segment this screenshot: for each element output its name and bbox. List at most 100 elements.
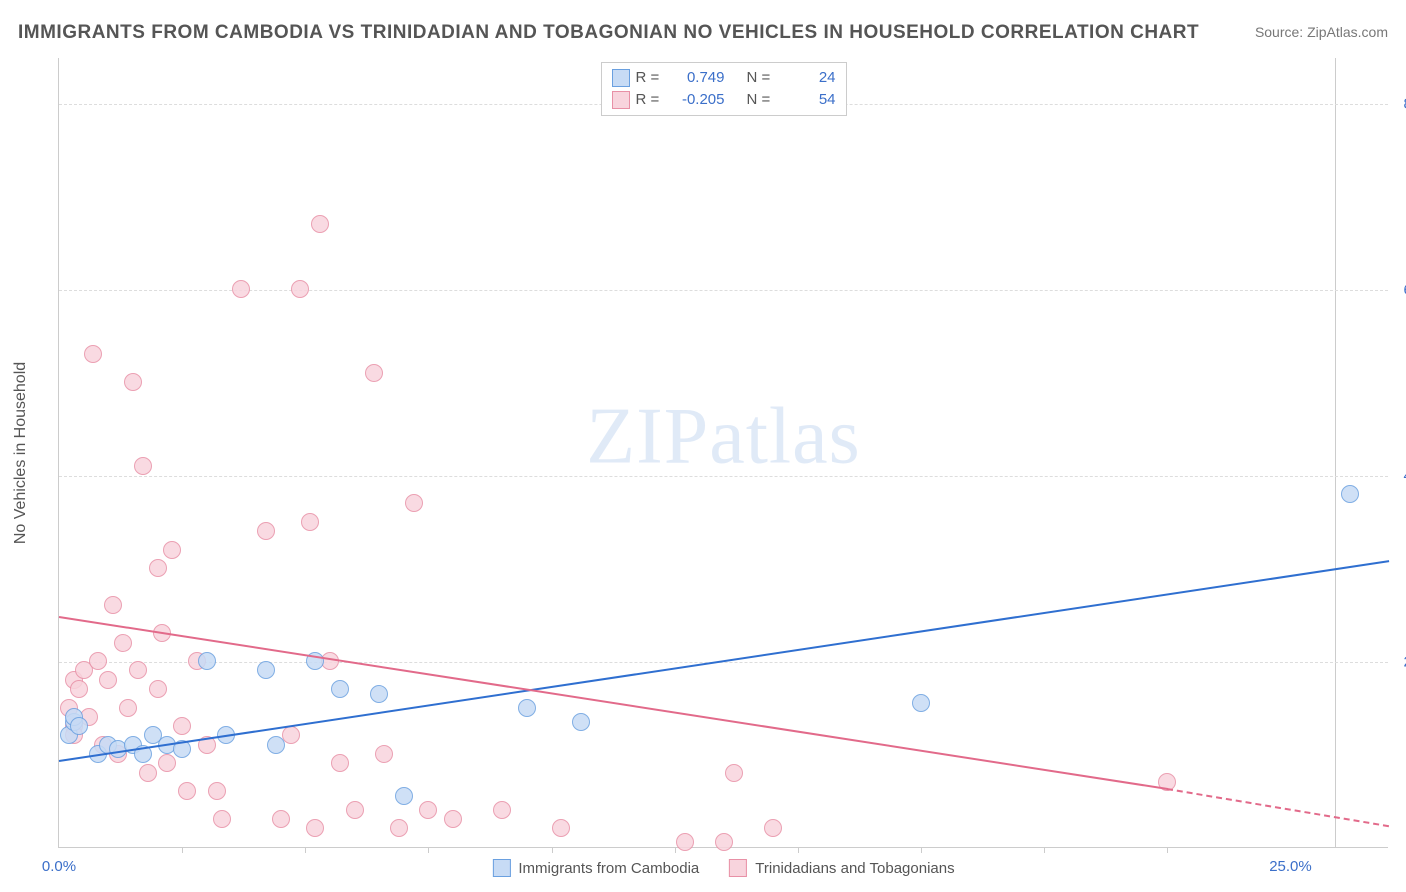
- ytick-label: 40.0%: [1396, 468, 1406, 485]
- data-point: [178, 782, 196, 800]
- legend-item-blue: Immigrants from Cambodia: [492, 859, 699, 877]
- n-label: N =: [747, 89, 775, 111]
- xtick-mark: [1044, 847, 1045, 853]
- ytick-label: 80.0%: [1396, 96, 1406, 113]
- data-point: [99, 671, 117, 689]
- legend-label-pink: Trinidadians and Tobagonians: [755, 860, 954, 877]
- data-point: [134, 457, 152, 475]
- xtick-mark: [675, 847, 676, 853]
- swatch-pink: [612, 91, 630, 109]
- data-point: [725, 764, 743, 782]
- swatch-blue-2: [492, 859, 510, 877]
- gridline: [59, 662, 1388, 663]
- data-point: [129, 661, 147, 679]
- data-point: [257, 522, 275, 540]
- data-point: [370, 685, 388, 703]
- data-point: [149, 559, 167, 577]
- xtick-mark: [428, 847, 429, 853]
- data-point: [89, 652, 107, 670]
- data-point: [257, 661, 275, 679]
- legend-label-blue: Immigrants from Cambodia: [518, 860, 699, 877]
- data-point: [267, 736, 285, 754]
- right-axis: [1335, 58, 1336, 847]
- data-point: [390, 819, 408, 837]
- legend-series: Immigrants from Cambodia Trinidadians an…: [492, 859, 954, 877]
- watermark-atlas: atlas: [709, 392, 861, 480]
- data-point: [158, 754, 176, 772]
- data-point: [232, 280, 250, 298]
- data-point: [365, 364, 383, 382]
- data-point: [291, 280, 309, 298]
- data-point: [173, 717, 191, 735]
- xtick-label-max: 25.0%: [1269, 858, 1312, 875]
- xtick-mark: [798, 847, 799, 853]
- data-point: [552, 819, 570, 837]
- data-point: [419, 801, 437, 819]
- data-point: [213, 810, 231, 828]
- watermark-zip: ZIP: [586, 392, 709, 480]
- data-point: [311, 215, 329, 233]
- swatch-blue: [612, 69, 630, 87]
- trend-line: [1167, 788, 1389, 827]
- data-point: [395, 787, 413, 805]
- legend-item-pink: Trinidadians and Tobagonians: [729, 859, 954, 877]
- data-point: [149, 680, 167, 698]
- data-point: [208, 782, 226, 800]
- data-point: [331, 680, 349, 698]
- data-point: [306, 819, 324, 837]
- ytick-label: 60.0%: [1396, 282, 1406, 299]
- swatch-pink-2: [729, 859, 747, 877]
- data-point: [163, 541, 181, 559]
- n-label: N =: [747, 67, 775, 89]
- data-point: [405, 494, 423, 512]
- data-point: [375, 745, 393, 763]
- n-value-pink: 54: [781, 89, 836, 111]
- xtick-label-min: 0.0%: [42, 858, 76, 875]
- data-point: [676, 833, 694, 851]
- data-point: [912, 694, 930, 712]
- data-point: [518, 699, 536, 717]
- r-value-blue: 0.749: [670, 67, 725, 89]
- source-label: Source: ZipAtlas.com: [1255, 24, 1388, 40]
- data-point: [198, 652, 216, 670]
- gridline: [59, 290, 1388, 291]
- data-point: [104, 596, 122, 614]
- ytick-label: 20.0%: [1396, 654, 1406, 671]
- data-point: [70, 680, 88, 698]
- data-point: [114, 634, 132, 652]
- data-point: [764, 819, 782, 837]
- data-point: [572, 713, 590, 731]
- legend-stats: R = 0.749 N = 24 R = -0.205 N = 54: [601, 62, 847, 116]
- data-point: [70, 717, 88, 735]
- data-point: [493, 801, 511, 819]
- xtick-mark: [552, 847, 553, 853]
- xtick-mark: [1167, 847, 1168, 853]
- data-point: [346, 801, 364, 819]
- data-point: [139, 764, 157, 782]
- plot-area: No Vehicles in Household ZIPatlas R = 0.…: [58, 58, 1388, 848]
- r-label: R =: [636, 89, 664, 111]
- chart-title: IMMIGRANTS FROM CAMBODIA VS TRINIDADIAN …: [18, 22, 1199, 44]
- data-point: [84, 345, 102, 363]
- r-label: R =: [636, 67, 664, 89]
- data-point: [444, 810, 462, 828]
- data-point: [272, 810, 290, 828]
- legend-row-pink: R = -0.205 N = 54: [612, 89, 836, 111]
- trend-line: [59, 616, 1168, 790]
- data-point: [124, 373, 142, 391]
- watermark: ZIPatlas: [586, 391, 861, 482]
- xtick-mark: [182, 847, 183, 853]
- data-point: [331, 754, 349, 772]
- data-point: [301, 513, 319, 531]
- data-point: [1341, 485, 1359, 503]
- xtick-mark: [305, 847, 306, 853]
- n-value-blue: 24: [781, 67, 836, 89]
- legend-row-blue: R = 0.749 N = 24: [612, 67, 836, 89]
- gridline: [59, 476, 1388, 477]
- xtick-mark: [921, 847, 922, 853]
- data-point: [119, 699, 137, 717]
- data-point: [715, 833, 733, 851]
- y-axis-label: No Vehicles in Household: [12, 361, 30, 543]
- trend-line: [59, 560, 1389, 762]
- r-value-pink: -0.205: [670, 89, 725, 111]
